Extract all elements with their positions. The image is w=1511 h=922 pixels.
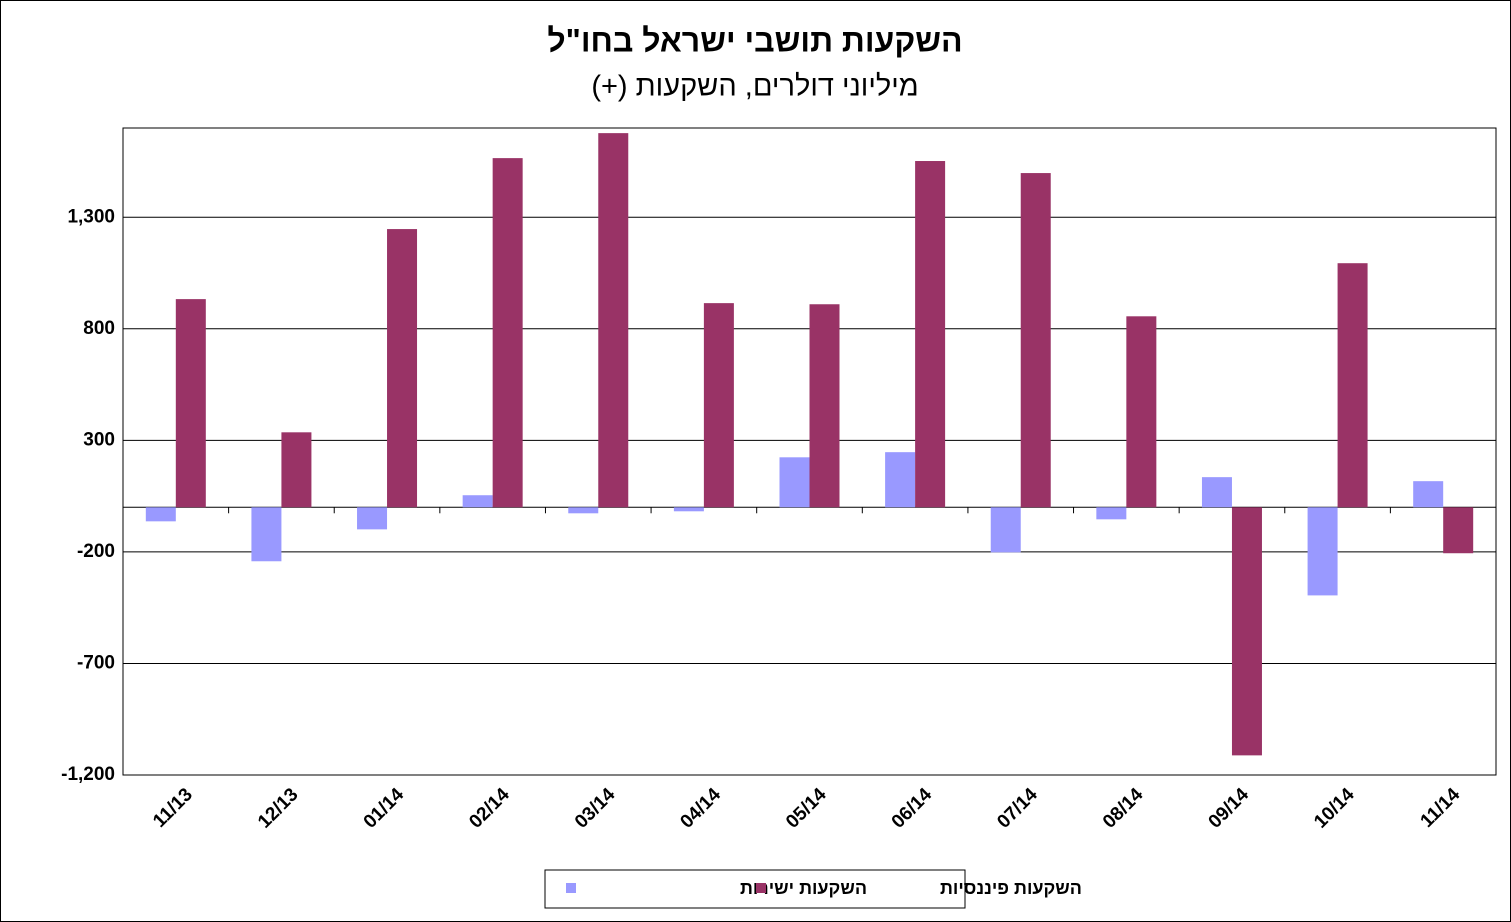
bar: [145, 507, 176, 522]
y-tick-label: 800: [83, 318, 115, 339]
bar: [809, 304, 840, 508]
bar: [568, 507, 599, 514]
chart-subtitle: מיליוני דולרים, השקעות (+): [591, 71, 918, 103]
y-tick-label: 300: [83, 429, 115, 450]
legend-label: השקעות ישירות: [740, 878, 867, 898]
legend-label: השקעות פיננסיות: [940, 878, 1082, 898]
bar: [251, 507, 282, 562]
bar: [1201, 477, 1232, 508]
bar: [1020, 173, 1051, 508]
bar: [1126, 316, 1157, 508]
bar: [673, 507, 704, 512]
bar: [885, 452, 916, 508]
bar: [1443, 507, 1474, 554]
bar: [990, 507, 1021, 553]
y-tick-label: 1,300: [67, 206, 115, 227]
bar: [357, 507, 388, 530]
bar: [779, 457, 810, 508]
legend-swatch: [756, 883, 766, 893]
y-tick-label: -1,200: [61, 764, 115, 785]
bar: [492, 158, 523, 508]
y-tick-label: -700: [77, 652, 115, 673]
legend-box: [544, 869, 966, 909]
bar: [703, 303, 734, 508]
y-tick-label: -200: [77, 541, 115, 562]
bar: [1337, 263, 1368, 508]
bar: [1307, 507, 1338, 596]
bar: [462, 495, 493, 508]
bar: [1413, 481, 1444, 508]
bar: [1096, 507, 1127, 520]
bar: [175, 299, 206, 508]
bar: [387, 229, 418, 508]
bar: [598, 133, 629, 508]
bar: [915, 161, 946, 508]
bar: [281, 432, 312, 508]
chart-title: השקעות תושבי ישראל בחו"ל: [547, 22, 962, 58]
legend-swatch: [566, 883, 576, 893]
bar: [1231, 507, 1262, 756]
